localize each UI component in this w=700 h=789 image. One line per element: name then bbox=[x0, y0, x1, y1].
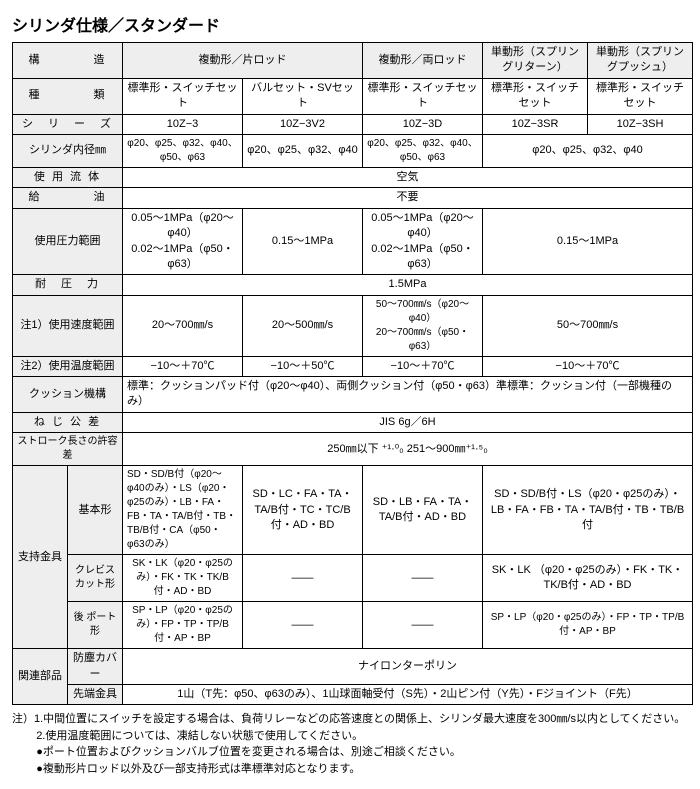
cell: 標準：クッションパッド付（φ20〜φ40）、両側クッション付（φ50・φ63）準… bbox=[123, 377, 693, 413]
row-tip: 先端金具 bbox=[68, 685, 123, 705]
row-type: 種 類 bbox=[13, 78, 123, 114]
footnotes: 注）1.中間位置にスイッチを設定する場合は、負荷リレーなどの応答速度との関係上、… bbox=[12, 711, 688, 777]
cell: 10Z−3SH bbox=[588, 114, 693, 134]
row-clevis: クレビスカット形 bbox=[68, 555, 123, 602]
cell: SD・LC・FA・TA・TA/B付・TC・TC/B付・AD・BD bbox=[243, 466, 363, 555]
cell: ―― bbox=[363, 602, 483, 649]
hdr-g2: 複動形／両ロッド bbox=[363, 43, 483, 79]
cell: 10Z−3SR bbox=[483, 114, 588, 134]
cell: −10〜＋50℃ bbox=[243, 356, 363, 376]
note-3: ●ポート位置およびクッションバルブ位置を変更される場合は、別途ご相談ください。 bbox=[12, 744, 688, 761]
cell: 50〜700㎜/s bbox=[483, 295, 693, 356]
hdr-g1: 複動形／片ロッド bbox=[123, 43, 363, 79]
cell: φ20、φ25、φ32、φ40 bbox=[243, 134, 363, 167]
row-stroke: ストローク長さの許容差 bbox=[13, 433, 123, 466]
cell: ナイロンターポリン bbox=[123, 649, 693, 685]
cell: 空気 bbox=[123, 167, 693, 187]
cell: ―― bbox=[243, 602, 363, 649]
cell: φ20、φ25、φ32、φ40 bbox=[483, 134, 693, 167]
cell: 0.05〜1MPa（φ20〜φ40） 0.02〜1MPa（φ50・φ63） bbox=[123, 208, 243, 275]
row-bore: シリンダ内径㎜ bbox=[13, 134, 123, 167]
row-temp: 注2）使用温度範囲 bbox=[13, 356, 123, 376]
cell: JIS 6g／6H bbox=[123, 412, 693, 432]
cell: φ20、φ25、φ32、φ40、φ50、φ63 bbox=[363, 134, 483, 167]
cell: バルセット・SVセット bbox=[243, 78, 363, 114]
cell: −10〜＋70℃ bbox=[363, 356, 483, 376]
row-rearport: 後 ポート形 bbox=[68, 602, 123, 649]
row-dust: 防塵カバー bbox=[68, 649, 123, 685]
row-basic: 基本形 bbox=[68, 466, 123, 555]
cell: φ20、φ25、φ32、φ40、φ50、φ63 bbox=[123, 134, 243, 167]
row-structure: 構 造 bbox=[13, 43, 123, 79]
hdr-g3: 単動形（スプリングリターン） bbox=[483, 43, 588, 79]
row-cushion: クッション機構 bbox=[13, 377, 123, 413]
page-title: シリンダ仕様／スタンダード bbox=[12, 12, 688, 36]
cell: SP・LP（φ20・φ25のみ）・FP・TP・TP/B付・AP・BP bbox=[123, 602, 243, 649]
hdr-g4: 単動形（スプリングプッシュ） bbox=[588, 43, 693, 79]
cell: SD・SD/B付（φ20〜φ40のみ）・LS（φ20・φ25のみ）・LB・FA・… bbox=[123, 466, 243, 555]
cell: 0.15〜1MPa bbox=[243, 208, 363, 275]
cell: ―― bbox=[363, 555, 483, 602]
row-thread: ね じ 公 差 bbox=[13, 412, 123, 432]
cell: 10Z−3 bbox=[123, 114, 243, 134]
cell: 1.5MPa bbox=[123, 275, 693, 295]
cell: SP・LP（φ20・φ25のみ）・FP・TP・TP/B付・AP・BP bbox=[483, 602, 693, 649]
note-1: 注）1.中間位置にスイッチを設定する場合は、負荷リレーなどの応答速度との関係上、… bbox=[12, 711, 688, 728]
cell: SK・LK（φ20・φ25のみ）・FK・TK・TK/B付・AD・BD bbox=[123, 555, 243, 602]
cell: 標準形・スイッチセット bbox=[123, 78, 243, 114]
row-speed: 注1）使用速度範囲 bbox=[13, 295, 123, 356]
cell: 10Z−3V2 bbox=[243, 114, 363, 134]
note-4: ●複動形片ロッド以外及び一部支持形式は準標準対応となります。 bbox=[12, 761, 688, 778]
row-oil: 給 油 bbox=[13, 188, 123, 208]
cell: 50〜700㎜/s（φ20〜φ40） 20〜700㎜/s（φ50・φ63） bbox=[363, 295, 483, 356]
cell: 250㎜以下 ⁺¹·⁰₀ 251〜900㎜⁺¹·⁵₀ bbox=[123, 433, 693, 466]
row-series: シ リ ー ズ bbox=[13, 114, 123, 134]
cell: 不要 bbox=[123, 188, 693, 208]
cell: −10〜＋70℃ bbox=[123, 356, 243, 376]
cell: 標準形・スイッチセット bbox=[588, 78, 693, 114]
cell: 20〜700㎜/s bbox=[123, 295, 243, 356]
cell: 標準形・スイッチセット bbox=[483, 78, 588, 114]
cell: SD・LB・FA・TA・TA/B付・AD・BD bbox=[363, 466, 483, 555]
cell: 10Z−3D bbox=[363, 114, 483, 134]
row-pressure: 使用圧力範囲 bbox=[13, 208, 123, 275]
cell: 1山（T先：φ50、φ63のみ）、1山球面軸受付（S先）・2山ピン付（Y先）・F… bbox=[123, 685, 693, 705]
cell: SD・SD/B付・LS（φ20・φ25のみ）・LB・FA・FB・TA・TA/B付… bbox=[483, 466, 693, 555]
row-proof: 耐 圧 力 bbox=[13, 275, 123, 295]
cell: 標準形・スイッチセット bbox=[363, 78, 483, 114]
note-2: 2.使用温度範囲については、凍結しない状態で使用してください。 bbox=[12, 728, 688, 745]
row-mount: 支持金具 bbox=[13, 466, 68, 649]
cell: SK・LK （φ20・φ25のみ）・FK・TK・TK/B付・AD・BD bbox=[483, 555, 693, 602]
cell: 0.15〜1MPa bbox=[483, 208, 693, 275]
cell: 0.05〜1MPa（φ20〜φ40） 0.02〜1MPa（φ50・φ63） bbox=[363, 208, 483, 275]
cell: ―― bbox=[243, 555, 363, 602]
row-related: 関連部品 bbox=[13, 649, 68, 705]
cell: −10〜＋70℃ bbox=[483, 356, 693, 376]
spec-table: 構 造 複動形／片ロッド 複動形／両ロッド 単動形（スプリングリターン） 単動形… bbox=[12, 42, 693, 705]
cell: 20〜500㎜/s bbox=[243, 295, 363, 356]
row-fluid: 使 用 流 体 bbox=[13, 167, 123, 187]
